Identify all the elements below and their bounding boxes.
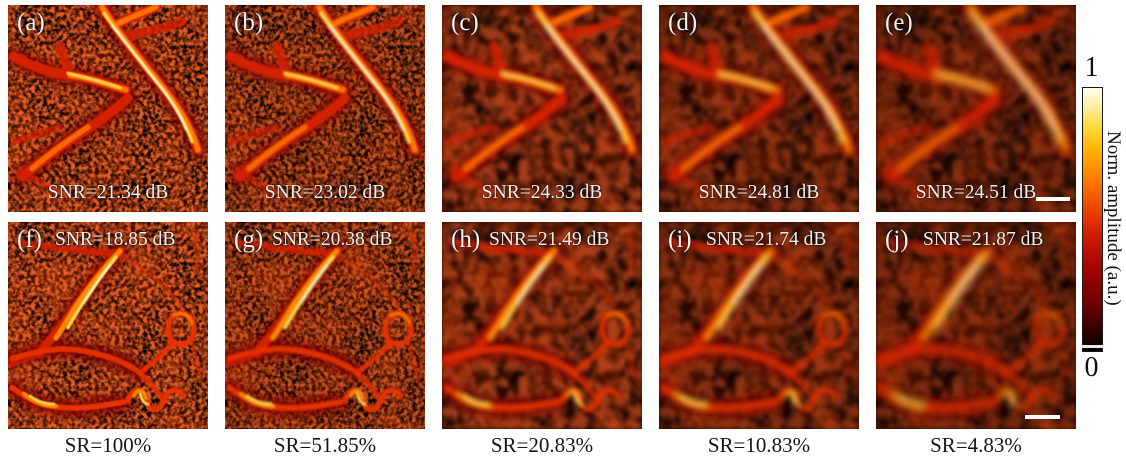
vessel-image: [659, 222, 859, 429]
snr-label: SNR=20.38 dB: [272, 229, 393, 250]
colorbar-axis-label: Norm. amplitude (a.u.): [1103, 130, 1124, 306]
sr-label-col4: SR=10.83%: [707, 433, 811, 457]
vessel-image: [876, 222, 1076, 429]
vessel-image: [442, 222, 642, 429]
colorbar-min-label: 0: [1084, 352, 1099, 383]
sr-label-col1: SR=100%: [64, 433, 152, 457]
snr-label: SNR=21.87 dB: [923, 229, 1044, 250]
panel-letter: (g): [234, 226, 264, 253]
panel-b: (b) SNR=23.02 dB: [225, 5, 425, 212]
colorbar-max-label: 1: [1084, 52, 1099, 83]
snr-label: SNR=23.02 dB: [264, 182, 386, 203]
panel-j: (j) SNR=21.87 dB: [876, 222, 1076, 429]
snr-label: SNR=24.33 dB: [481, 182, 603, 203]
panel-f: (f) SNR=18.85 dB: [8, 222, 208, 429]
snr-label: SNR=21.74 dB: [706, 229, 827, 250]
panel-letter: (c): [451, 9, 479, 36]
panel-c: (c) SNR=24.33 dB: [442, 5, 642, 212]
colorbar: [1082, 87, 1103, 352]
snr-label: SNR=21.34 dB: [47, 182, 169, 203]
panel-letter: (i): [668, 226, 692, 253]
snr-label: SNR=24.51 dB: [915, 182, 1037, 203]
panel-letter: (b): [234, 9, 264, 36]
snr-label: SNR=21.49 dB: [489, 229, 610, 250]
vessel-image: [225, 5, 425, 212]
panel-letter: (a): [17, 9, 45, 36]
panel-d: (d) SNR=24.81 dB: [659, 5, 859, 212]
snr-label: SNR=18.85 dB: [55, 229, 176, 250]
panel-letter: (f): [17, 226, 42, 253]
panel-e: (e) SNR=24.51 dB: [876, 5, 1076, 212]
panel-letter: (e): [885, 9, 913, 36]
scale-bar: [1025, 415, 1060, 419]
vessel-image: [659, 5, 859, 212]
vessel-image: [225, 222, 425, 429]
panel-letter: (j): [885, 226, 909, 253]
vessel-image: [442, 5, 642, 212]
sr-label-col2: SR=51.85%: [273, 433, 377, 457]
vessel-image: [876, 5, 1076, 212]
vessel-image: [8, 5, 208, 212]
sr-label-col5: SR=4.83%: [930, 433, 1022, 457]
snr-label: SNR=24.81 dB: [698, 182, 820, 203]
panel-i: (i) SNR=21.74 dB: [659, 222, 859, 429]
vessel-image: [8, 222, 208, 429]
panel-a: (a) SNR=21.34 dB: [8, 5, 208, 212]
panel-g: (g) SNR=20.38 dB: [225, 222, 425, 429]
panel-letter: (d): [668, 9, 698, 36]
panel-h: (h) SNR=21.49 dB: [442, 222, 642, 429]
colorbar-bottom-tick: [1082, 345, 1103, 348]
sr-label-col3: SR=20.83%: [490, 433, 594, 457]
scale-bar: [1036, 197, 1070, 201]
panel-letter: (h): [451, 226, 481, 253]
